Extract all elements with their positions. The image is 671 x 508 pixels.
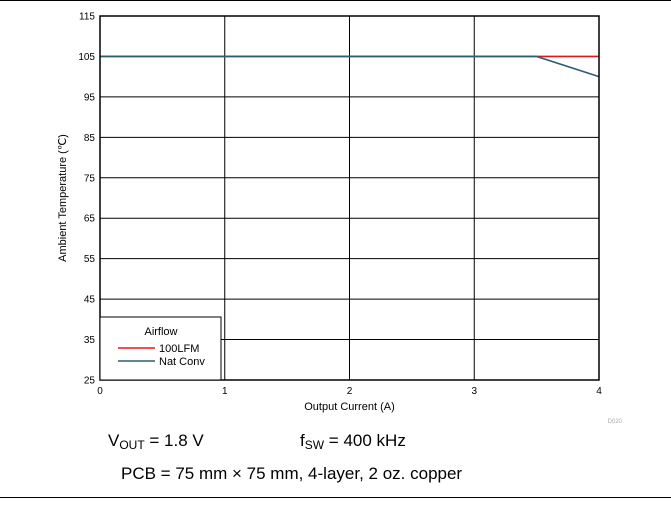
y-tick-label: 55 [84, 254, 96, 265]
legend-label: Nat Conv [159, 356, 205, 368]
plot-frame [99, 15, 600, 381]
y-tick-label: 35 [84, 335, 96, 346]
fsw-sub: SW [304, 438, 325, 452]
y-axis-label: Ambient Temperature (℃) [57, 134, 69, 262]
x-tick-label: 4 [596, 386, 602, 397]
series-line-nat-conv [100, 55, 600, 78]
y-tick-label: 75 [84, 173, 96, 184]
legend-title: Airflow [144, 326, 177, 338]
x-tick-label: 1 [222, 386, 228, 397]
vout-condition: VOUT = 1.8 V [108, 431, 204, 452]
fsw-value: = 400 kHz [324, 431, 406, 450]
y-tick-labels: 25 35 45 55 65 75 85 95 105 115 [78, 12, 95, 387]
vout-sub: OUT [119, 438, 145, 452]
vout-value: = 1.8 V [144, 431, 204, 450]
fsw-main: f [300, 431, 305, 450]
figure-id: D020 [608, 419, 623, 425]
x-tick-label: 3 [471, 386, 477, 397]
legend-label: 100LFM [159, 343, 199, 355]
y-tick-label: 45 [84, 295, 96, 306]
derating-chart: 25 35 45 55 65 75 85 95 105 115 0 1 2 3 4 Output Curr… [57, 12, 623, 426]
y-tick-label: 95 [84, 92, 96, 103]
y-tick-label: 25 [84, 376, 96, 387]
y-tick-label: 85 [84, 133, 96, 144]
y-tick-label: 65 [84, 214, 96, 225]
series-lines [100, 55, 600, 78]
x-axis-label: Output Current (A) [304, 401, 394, 413]
pcb-condition: PCB = 75 mm × 75 mm, 4-layer, 2 oz. copp… [121, 464, 463, 483]
y-tick-label: 105 [78, 52, 95, 63]
vout-main: V [108, 431, 120, 450]
x-tick-label: 0 [97, 386, 103, 397]
y-tick-label: 115 [79, 12, 95, 23]
bottom-rule [0, 497, 671, 498]
fsw-condition: fSW = 400 kHz [300, 431, 406, 452]
top-rule [0, 0, 671, 1]
x-tick-labels: 0 1 2 3 4 [97, 386, 602, 397]
x-tick-label: 2 [347, 386, 353, 397]
